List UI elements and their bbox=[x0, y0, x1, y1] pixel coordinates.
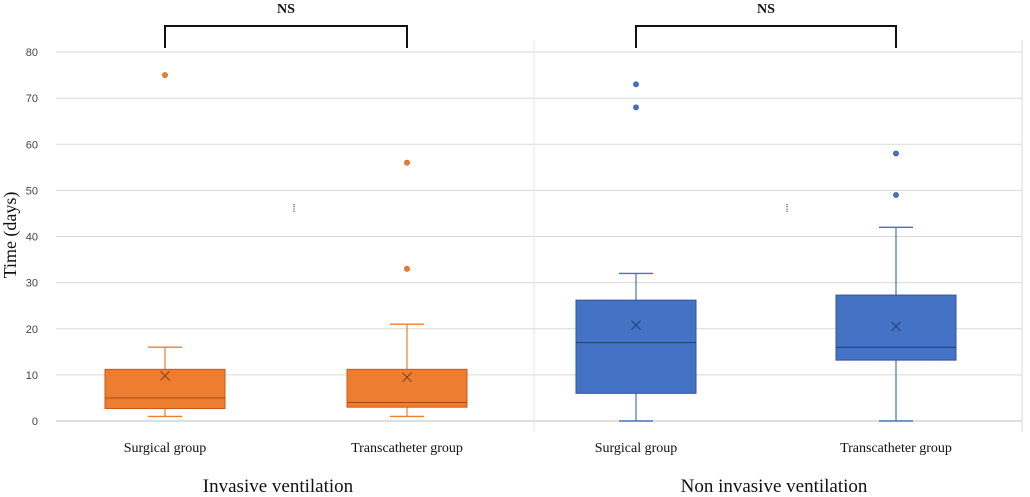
panel0-box1-outlier-0 bbox=[404, 265, 410, 272]
panel0-box1-box bbox=[346, 368, 468, 408]
panel1-box1-outlier-0 bbox=[893, 192, 899, 198]
y-tick-label-40: 40 bbox=[26, 232, 38, 244]
y-tick-label-80: 80 bbox=[26, 47, 38, 59]
panel1-box1-outlier-1 bbox=[893, 150, 899, 157]
panel0-significance-label: NS bbox=[277, 2, 295, 17]
panel1-box1-category-label: Transcatheter group bbox=[840, 441, 952, 456]
y-tick-label-60: 60 bbox=[26, 139, 38, 151]
panel1-significance-label: NS bbox=[757, 2, 775, 17]
box-series bbox=[104, 72, 957, 422]
stray-mark-right: ⁞ bbox=[785, 203, 788, 215]
y-tick-label-70: 70 bbox=[26, 93, 38, 105]
category-labels: Surgical group Transcatheter group Invasiv… bbox=[124, 441, 952, 497]
panel1-box1-box bbox=[835, 294, 957, 361]
y-tick-label-0: 0 bbox=[32, 416, 38, 428]
gridlines bbox=[56, 51, 1022, 422]
stray-mark-left: ⁞ bbox=[292, 203, 295, 215]
y-tick-label-10: 10 bbox=[26, 370, 38, 382]
panel1-box0-outlier-1 bbox=[633, 81, 639, 88]
panel1-box0-outlier-0 bbox=[633, 104, 639, 111]
panel0-box1-category-label: Transcatheter group bbox=[351, 441, 463, 456]
panel0-box0-outlier-0 bbox=[162, 72, 168, 78]
panel0-box1-outlier-1 bbox=[404, 159, 410, 166]
y-tick-label-20: 20 bbox=[26, 324, 38, 336]
panel1-box0-box bbox=[575, 299, 697, 394]
significance-brackets: NS NS bbox=[164, 2, 897, 48]
y-axis-label: Time (days) bbox=[0, 192, 21, 279]
panel1-box1-group bbox=[835, 150, 957, 422]
panel0-box0-mean-marker-b bbox=[160, 370, 170, 381]
panel1-box1-mean-marker-b bbox=[891, 321, 901, 332]
y-tick-label-50: 50 bbox=[26, 185, 38, 197]
panel1-group-label: Non invasive ventilation bbox=[681, 476, 868, 497]
panel1-box0-mean-marker-b bbox=[631, 320, 641, 330]
panel0-box0-category-label: Surgical group bbox=[124, 441, 207, 456]
panel0-box1-group bbox=[346, 159, 468, 418]
panel1-box0-group bbox=[575, 81, 697, 422]
panel0-box0-group bbox=[104, 72, 226, 418]
y-tick-label-30: 30 bbox=[26, 278, 38, 290]
panel1-significance-bracket bbox=[635, 25, 897, 48]
panel1-box0-category-label: Surgical group bbox=[595, 441, 678, 456]
panel0-significance-bracket bbox=[164, 25, 408, 48]
panel0-box1-mean-marker-b bbox=[402, 372, 412, 383]
panel0-group-label: Invasive ventilation bbox=[203, 476, 354, 497]
y-tick-labels: 0 10 20 30 40 50 60 70 80 bbox=[26, 47, 38, 428]
